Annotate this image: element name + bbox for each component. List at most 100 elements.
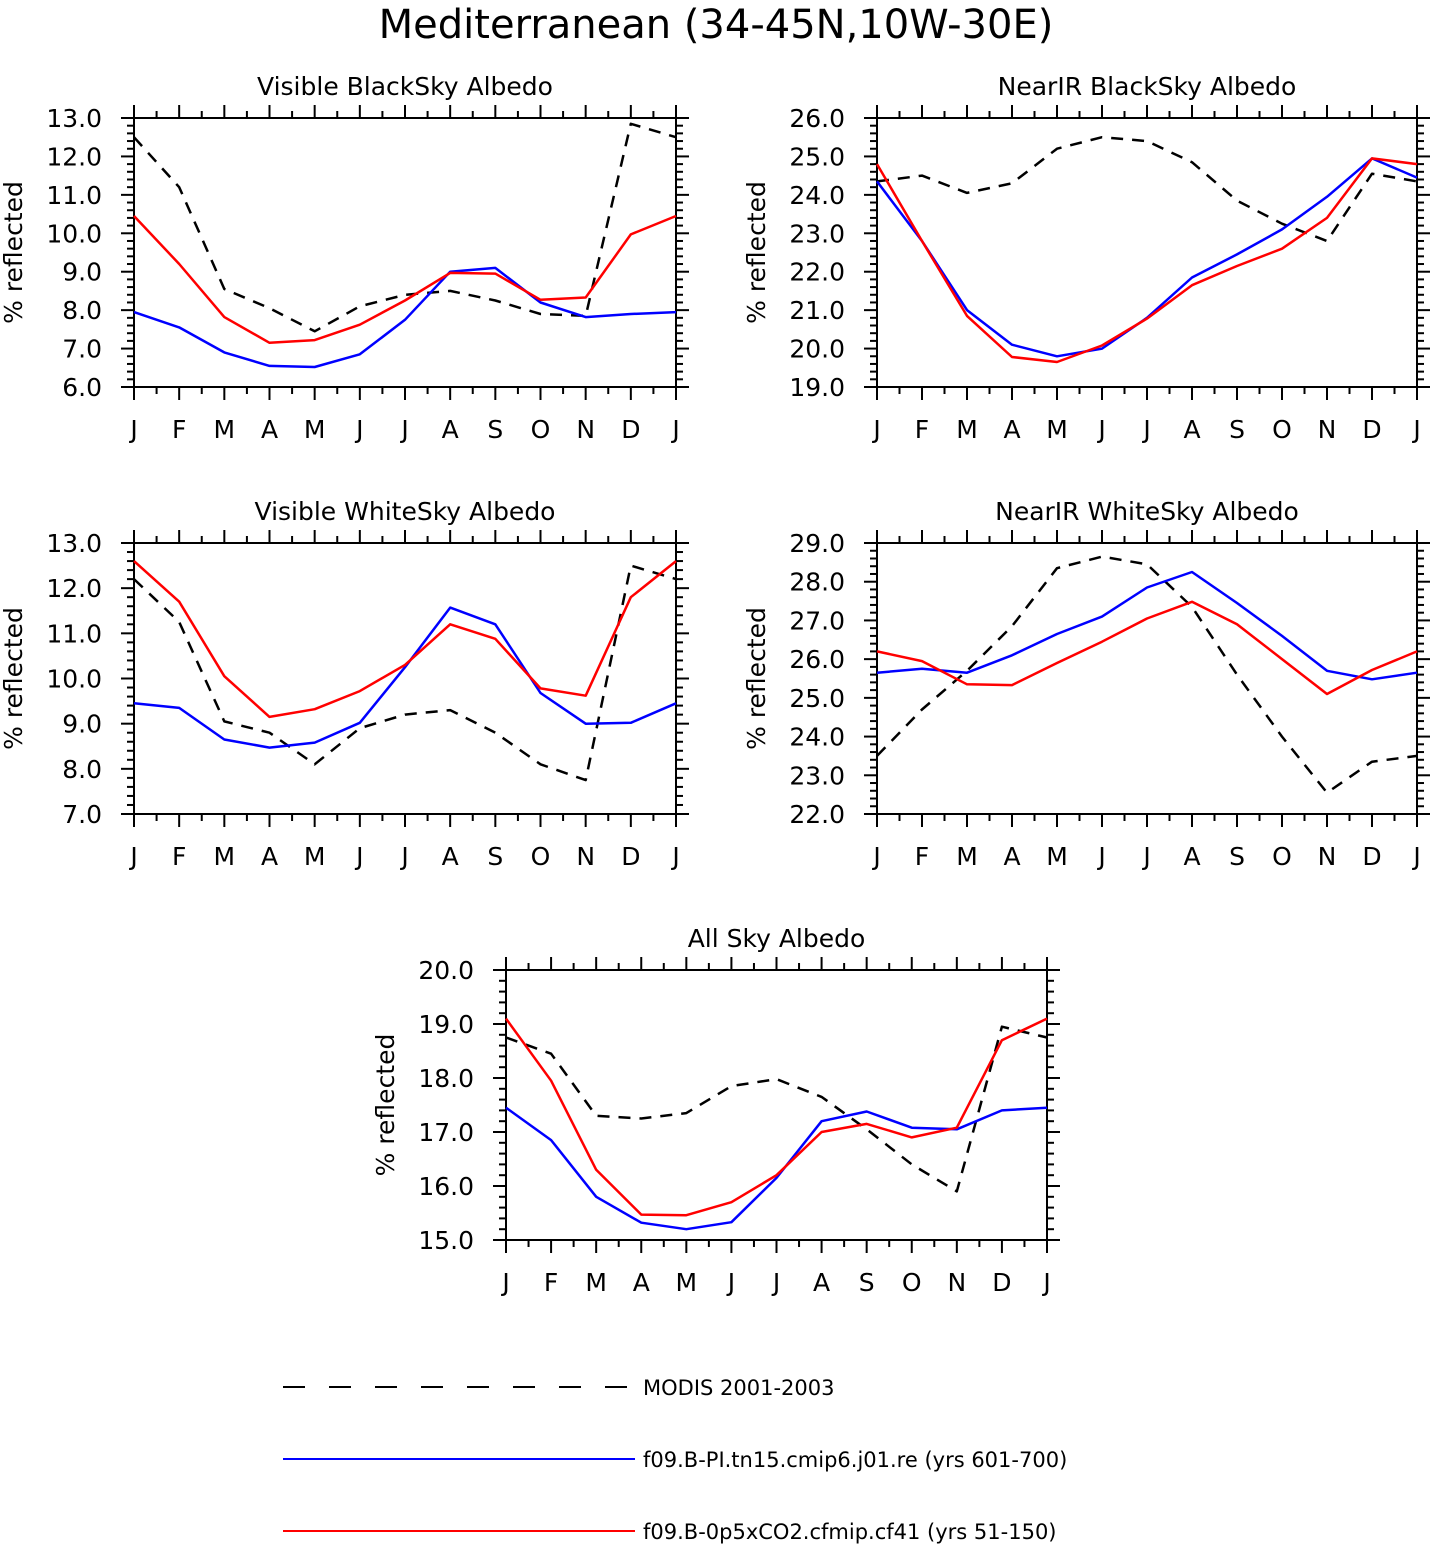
y-tick-label: 15.0 <box>418 1226 474 1255</box>
y-tick-label: 29.0 <box>789 529 845 558</box>
y-tick-label: 24.0 <box>789 723 845 752</box>
legend-label-modis: MODIS 2001-2003 <box>643 1376 834 1400</box>
y-tick-label: 20.0 <box>418 956 474 985</box>
y-axis-label: % reflected <box>742 607 771 750</box>
x-tick-label: F <box>172 415 186 444</box>
legend-label-cfmip: f09.B-0p5xCO2.cfmip.cf41 (yrs 51-150) <box>643 1520 1057 1544</box>
x-tick-label: D <box>1362 842 1381 871</box>
x-tick-label: J <box>871 415 880 444</box>
x-tick-label: N <box>576 415 595 444</box>
series-line-modis <box>133 564 677 782</box>
y-tick-label: 11.0 <box>46 619 102 648</box>
x-tick-label: J <box>670 842 679 871</box>
series-line-cfmip <box>133 560 677 719</box>
x-tick-label: J <box>500 1268 509 1297</box>
x-tick-label: J <box>726 1268 735 1297</box>
x-tick-label: M <box>676 1268 698 1297</box>
x-tick-label: J <box>1141 415 1150 444</box>
y-tick-label: 26.0 <box>789 645 845 674</box>
legend-label-cmip6: f09.B-PI.tn15.cmip6.j01.re (yrs 601-700) <box>643 1448 1067 1472</box>
x-tick-label: J <box>1411 415 1420 444</box>
y-axis-label: % reflected <box>0 181 28 324</box>
panel-title: All Sky Albedo <box>688 924 866 953</box>
x-tick-label: M <box>214 415 236 444</box>
legend: MODIS 2001-2003 f09.B-PI.tn15.cmip6.j01.… <box>283 1376 1067 1544</box>
panel-title: NearIR WhiteSky Albedo <box>995 497 1299 526</box>
series-line-cfmip <box>133 214 677 345</box>
x-tick-label: N <box>1318 415 1337 444</box>
series-line-cfmip <box>875 157 1418 364</box>
legend-item-cmip6: f09.B-PI.tn15.cmip6.j01.re (yrs 601-700) <box>283 1448 1067 1472</box>
x-tick-label: D <box>992 1268 1011 1297</box>
panel-title: Visible BlackSky Albedo <box>257 72 553 101</box>
plot-frame <box>876 117 1418 388</box>
x-tick-label: A <box>633 1268 650 1297</box>
x-tick-label: J <box>128 842 137 871</box>
y-tick-label: 13.0 <box>46 104 102 133</box>
y-tick-label: 7.0 <box>62 335 102 364</box>
x-tick-label: M <box>585 1268 607 1297</box>
x-tick-label: J <box>1096 842 1105 871</box>
x-tick-label: J <box>670 415 679 444</box>
x-tick-label: F <box>544 1268 558 1297</box>
x-tick-label: A <box>1183 415 1200 444</box>
y-tick-label: 7.0 <box>62 800 102 829</box>
y-tick-label: 23.0 <box>789 219 845 248</box>
x-tick-label: A <box>813 1268 830 1297</box>
y-tick-label: 23.0 <box>789 761 845 790</box>
x-tick-label: M <box>1046 415 1068 444</box>
x-tick-label: J <box>1096 415 1105 444</box>
series-line-modis <box>133 122 677 333</box>
series-line-cfmip <box>876 600 1418 696</box>
x-tick-label: S <box>487 842 503 871</box>
legend-item-cfmip: f09.B-0p5xCO2.cfmip.cf41 (yrs 51-150) <box>283 1520 1057 1544</box>
y-tick-label: 13.0 <box>46 529 102 558</box>
y-tick-label: 11.0 <box>46 181 102 210</box>
x-tick-label: A <box>1003 842 1020 871</box>
x-tick-label: F <box>915 415 929 444</box>
y-tick-label: 10.0 <box>46 219 102 248</box>
x-tick-label: S <box>859 1268 875 1297</box>
y-tick-label: 12.0 <box>46 574 102 603</box>
x-tick-label: F <box>915 842 929 871</box>
x-tick-label: A <box>1183 842 1200 871</box>
x-tick-label: D <box>621 415 640 444</box>
x-tick-label: D <box>621 842 640 871</box>
x-tick-label: M <box>956 842 978 871</box>
x-tick-label: D <box>1362 415 1381 444</box>
series-line-modis <box>876 555 1418 794</box>
x-tick-label: J <box>399 415 408 444</box>
y-tick-label: 21.0 <box>789 296 845 325</box>
y-tick-label: 12.0 <box>46 142 102 171</box>
x-tick-label: O <box>1272 415 1292 444</box>
y-tick-label: 19.0 <box>418 1010 474 1039</box>
x-tick-label: A <box>1003 415 1020 444</box>
x-tick-label: J <box>1411 842 1420 871</box>
y-axis-label: % reflected <box>742 181 771 324</box>
figure-title: Mediterranean (34-45N,10W-30E) <box>379 2 1054 48</box>
x-tick-label: M <box>214 842 236 871</box>
x-tick-label: S <box>487 415 503 444</box>
x-tick-label: A <box>442 842 459 871</box>
y-tick-label: 8.0 <box>62 296 102 325</box>
x-tick-label: O <box>531 415 551 444</box>
y-tick-label: 22.0 <box>789 800 845 829</box>
y-tick-label: 25.0 <box>789 142 845 171</box>
y-tick-label: 6.0 <box>62 373 102 402</box>
y-tick-label: 8.0 <box>62 755 102 784</box>
y-tick-label: 17.0 <box>418 1118 474 1147</box>
x-tick-label: J <box>1141 842 1150 871</box>
x-tick-label: J <box>771 1268 780 1297</box>
x-tick-label: A <box>261 842 278 871</box>
y-tick-label: 20.0 <box>789 335 845 364</box>
y-tick-label: 19.0 <box>789 373 845 402</box>
x-tick-label: J <box>399 842 408 871</box>
x-tick-label: N <box>947 1268 966 1297</box>
x-tick-label: N <box>576 842 595 871</box>
series-line-cmip6 <box>876 157 1418 358</box>
